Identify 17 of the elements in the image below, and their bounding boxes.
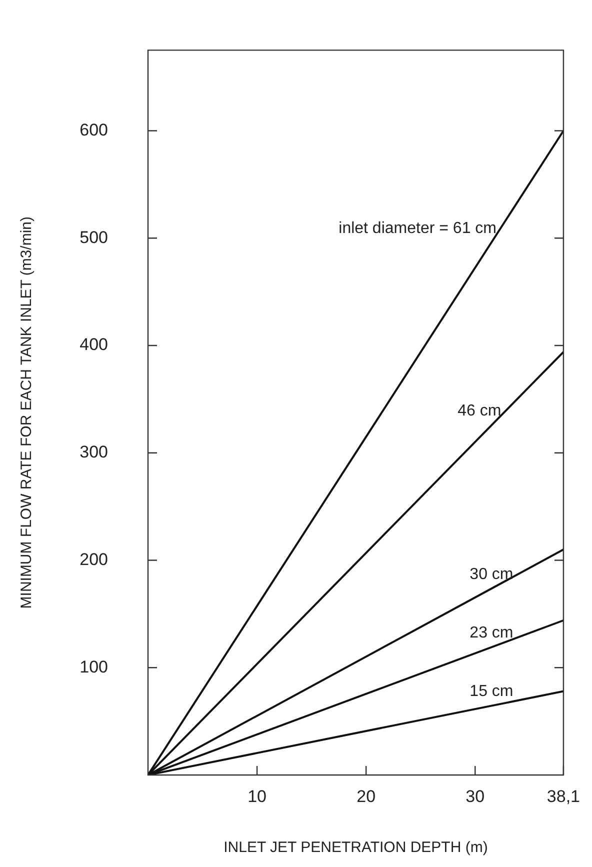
y-tick-label: 400 [80, 335, 108, 354]
series-label: 30 cm [470, 566, 514, 583]
y-tick-label: 300 [80, 442, 108, 462]
y-tick-label: 500 [80, 228, 108, 247]
x-tick-label: 38,1 [546, 786, 580, 806]
x-axis-title: INLET JET PENETRATION DEPTH (m) [224, 839, 488, 856]
series-label: 23 cm [470, 624, 514, 642]
series-label: 15 cm [470, 683, 514, 700]
x-tick-label: 20 [356, 786, 376, 806]
x-tick-label: 30 [466, 786, 485, 806]
y-axis-title: MINIMUM FLOW RATE FOR EACH TANK INLET (m3/min) [18, 216, 36, 609]
y-tick-label: 600 [80, 120, 108, 140]
y-tick-label: 100 [80, 657, 108, 676]
series-label: inlet diameter = 61 cm [338, 220, 496, 237]
x-tick-label: 10 [248, 786, 267, 806]
y-tick-label: 200 [80, 550, 108, 569]
series-label: 46 cm [458, 402, 502, 420]
